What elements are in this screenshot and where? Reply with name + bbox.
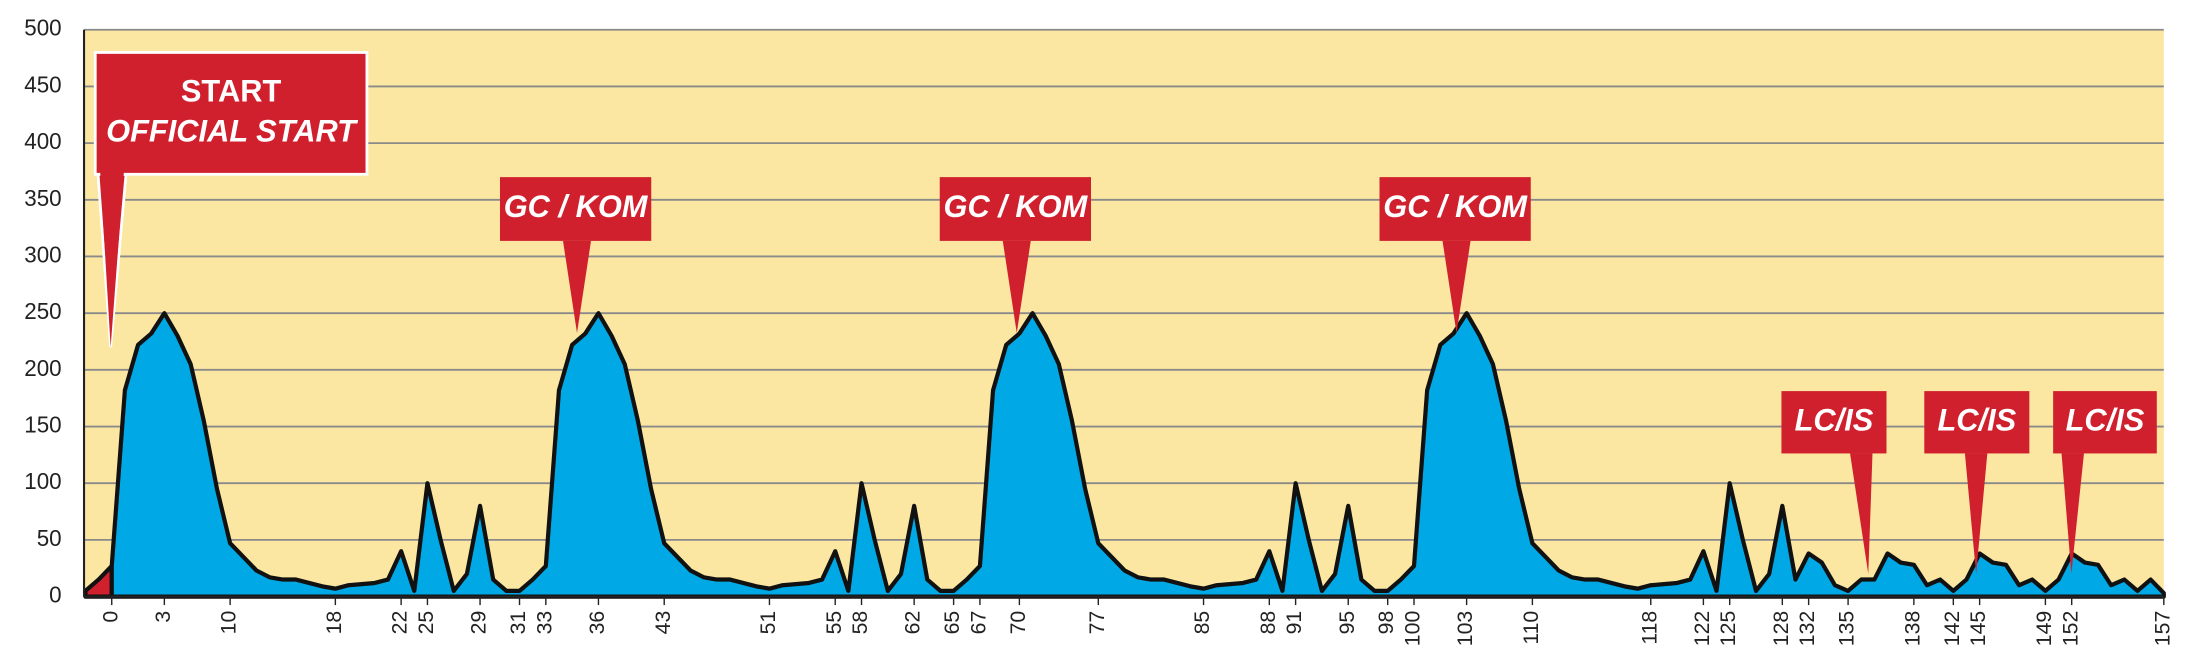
x-tick-label: 138 — [1902, 611, 1925, 646]
callout-text: LC/IS — [2066, 402, 2145, 437]
x-tick-label: 110 — [1520, 611, 1543, 645]
y-tick-label: 350 — [24, 186, 61, 211]
callout-box — [1379, 177, 1531, 241]
x-tick-label: 132 — [1796, 611, 1819, 646]
x-tick-label: 43 — [652, 611, 675, 635]
y-tick-label: 100 — [24, 469, 61, 494]
x-tick-label: 122 — [1691, 611, 1714, 646]
y-tick-label: 50 — [37, 526, 62, 551]
x-tick-label: 77 — [1086, 611, 1109, 635]
callout-box — [939, 177, 1091, 241]
callout-box — [499, 177, 652, 241]
y-tick-label: 250 — [24, 299, 61, 324]
callout: START OFFICIAL START — [93, 51, 369, 348]
x-tick-label: 65 — [941, 611, 964, 635]
y-tick-label: 400 — [24, 129, 61, 154]
x-tick-label: 10 — [218, 611, 241, 635]
y-tick-label: 200 — [24, 356, 61, 381]
x-tick-label: 152 — [2059, 611, 2082, 646]
callout-pointer — [1002, 240, 1031, 333]
x-tick-label: 62 — [902, 611, 925, 635]
callout-box — [1781, 391, 1887, 454]
x-tick-label: 70 — [1007, 611, 1030, 635]
callout: LC/IS — [1781, 391, 1887, 574]
x-tick-label: 85 — [1191, 611, 1214, 635]
callout-text: LC/IS — [1795, 402, 1874, 437]
x-tick-label: 25 — [415, 611, 438, 635]
x-tick-label: 22 — [389, 611, 412, 635]
x-tick-label: 149 — [2033, 611, 2056, 646]
callout-pointer — [563, 240, 592, 333]
x-tick-label: 33 — [533, 611, 556, 635]
x-tick-label: 118 — [1638, 611, 1661, 645]
y-tick-label: 500 — [24, 16, 61, 41]
x-tick-label: 100 — [1402, 611, 1425, 646]
y-tick-label: 150 — [24, 412, 61, 437]
callout-text: GC / KOM — [1383, 189, 1528, 224]
x-tick-label: 135 — [1836, 611, 1859, 646]
x-tick-label: 29 — [468, 611, 491, 635]
x-tick-label: 88 — [1257, 611, 1280, 635]
elevation-area — [109, 311, 2166, 599]
callout-pointer-join — [100, 171, 124, 348]
x-tick-label: 145 — [1967, 611, 1990, 646]
x-tick-label: 91 — [1283, 611, 1306, 635]
callout: LC/IS — [1924, 391, 2030, 574]
callout-pointer — [2061, 453, 2084, 574]
x-tick-label: 157 — [2151, 611, 2174, 646]
x-tick-label: 128 — [1770, 611, 1793, 646]
x-tick-label: 125 — [1717, 611, 1740, 646]
callout-pointer — [1964, 453, 1988, 574]
callout-text: LC/IS — [1937, 402, 2016, 437]
callout-box — [93, 51, 369, 176]
x-tick-label: 58 — [849, 611, 872, 635]
callout-text: OFFICIAL START — [106, 113, 359, 148]
y-tick-label: 300 — [24, 242, 61, 267]
x-tick-label: 36 — [586, 611, 609, 635]
x-tick-label: 31 — [507, 611, 530, 635]
x-tick-label: 55 — [823, 611, 846, 635]
callout-box — [1924, 391, 2030, 454]
x-tick-label: 3 — [152, 611, 175, 623]
x-tick-label: 142 — [1941, 611, 1964, 646]
x-tick-label: 18 — [323, 611, 346, 635]
x-tick-label: 103 — [1454, 611, 1477, 646]
callout: GC / KOM — [1379, 177, 1531, 333]
x-tick-label: 51 — [757, 611, 780, 635]
y-tick-label: 450 — [24, 72, 61, 97]
callout-pointer — [1442, 240, 1471, 333]
x-tick-label: 98 — [1375, 611, 1398, 635]
callout-text: GC / KOM — [504, 189, 649, 224]
callout-pointer — [1850, 453, 1873, 574]
x-tick-label: 95 — [1336, 611, 1359, 635]
callout: GC / KOM — [939, 177, 1091, 333]
x-tick-label: 67 — [968, 611, 991, 635]
callout-box — [2053, 391, 2157, 454]
y-tick-label: 0 — [49, 582, 61, 607]
callout: GC / KOM — [499, 177, 652, 333]
callout-text: GC / KOM — [943, 189, 1088, 224]
callout-text: START — [181, 74, 281, 109]
callout: LC/IS — [2053, 391, 2157, 574]
x-tick-label: 0 — [99, 611, 122, 623]
